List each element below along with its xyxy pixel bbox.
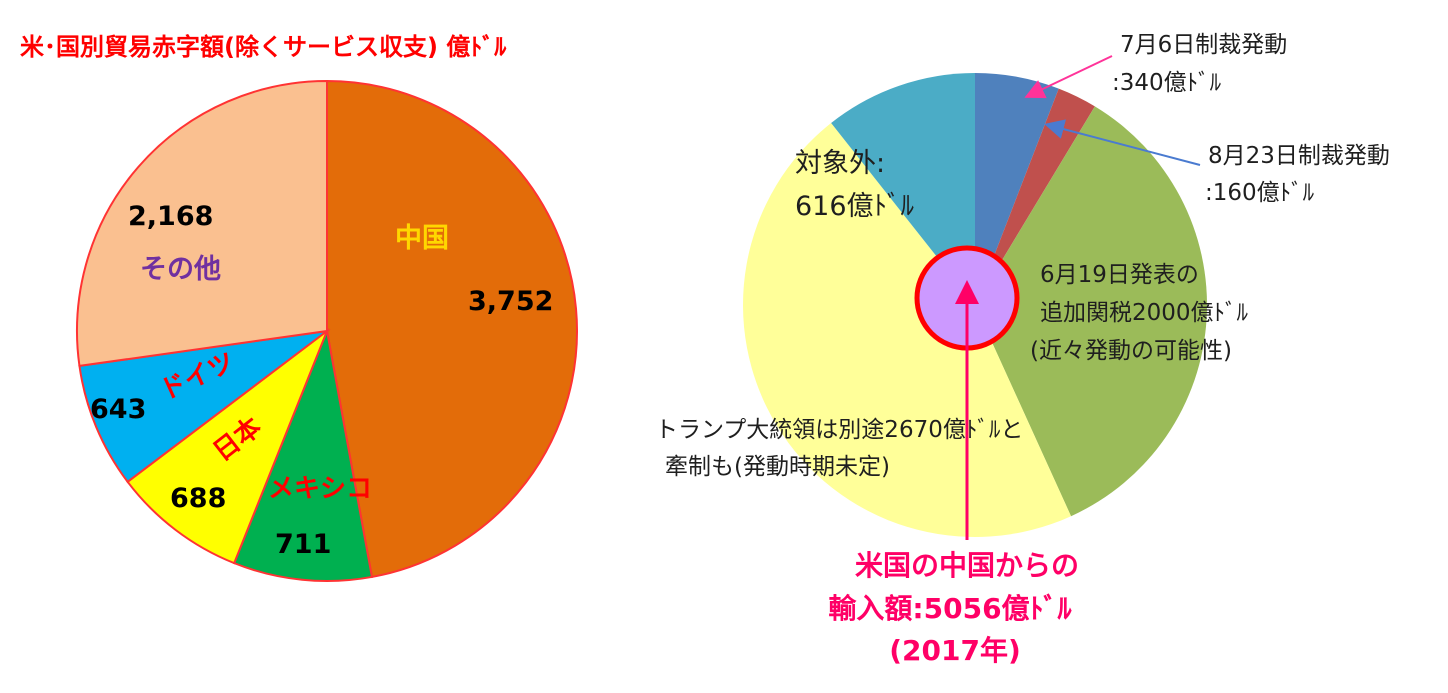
right-pie bbox=[743, 73, 1207, 537]
slice-value-china: 3,752 bbox=[468, 286, 553, 317]
right-pie-slice-2 bbox=[975, 106, 1207, 517]
slice-label-mexico: メキシコ bbox=[268, 474, 372, 504]
slice-value-mexico: 711 bbox=[275, 529, 331, 560]
slice-label-other: その他 bbox=[140, 254, 221, 285]
center-label-line-3: (2017年) bbox=[889, 634, 1021, 667]
slice-label-july-sanction: 7月6日制裁発動 bbox=[1120, 32, 1287, 58]
august-arrow bbox=[1044, 119, 1201, 166]
left-pie-slice-4 bbox=[76, 79, 328, 368]
slice-value-july-sanction: :340億ﾄﾞﾙ bbox=[1112, 70, 1222, 96]
slice-value-other: 2,168 bbox=[128, 201, 213, 232]
slice-value-germany: 643 bbox=[90, 394, 146, 425]
right-pie-slice-4 bbox=[831, 73, 975, 305]
center-label-line-2: 輸入額:5056億ﾄﾞﾙ bbox=[828, 592, 1072, 625]
right-pie-slice-1 bbox=[975, 88, 1095, 305]
slice-value-trump-extra: 牽制も(発動時期未定) bbox=[665, 454, 890, 480]
slice-note-june-tariff: (近々発動の可能性) bbox=[1030, 338, 1232, 364]
left-pie-slice-1 bbox=[232, 327, 374, 582]
slice-value-excluded: 616億ﾄﾞﾙ bbox=[795, 191, 915, 222]
slice-label-trump-extra: トランプ大統領は別途2670億ﾄﾞﾙと bbox=[655, 417, 1023, 443]
slice-value-june-tariff: 追加関税2000億ﾄﾞﾙ bbox=[1040, 300, 1249, 326]
left-pie bbox=[76, 79, 578, 582]
slice-value-japan: 688 bbox=[170, 483, 226, 514]
left-pie-slice-2 bbox=[126, 328, 330, 565]
july-arrow bbox=[1024, 55, 1113, 99]
slice-label-excluded: 対象外: bbox=[795, 148, 885, 179]
right-pie-slice-3 bbox=[743, 122, 1072, 537]
left-chart-title: 米･国別貿易赤字額(除くサービス収支) 億ﾄﾞﾙ bbox=[20, 33, 507, 61]
center-label-line-1: 米国の中国からの bbox=[855, 549, 1079, 582]
left-pie-slice-0 bbox=[326, 79, 578, 579]
slice-label-june-tariff: 6月19日発表の bbox=[1040, 262, 1199, 288]
slice-value-august-sanction: :160億ﾄﾞﾙ bbox=[1205, 180, 1315, 206]
right-pie-slice-0 bbox=[975, 73, 1059, 305]
left-pie-slice-3 bbox=[78, 329, 331, 484]
slice-label-china: 中国 bbox=[395, 223, 449, 254]
slice-label-august-sanction: 8月23日制裁発動 bbox=[1208, 143, 1390, 169]
